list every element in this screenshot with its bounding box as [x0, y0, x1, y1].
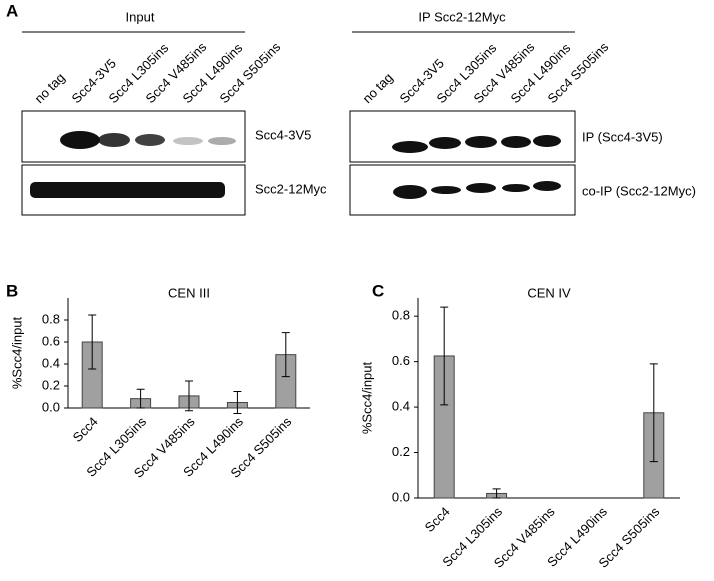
y-tick-label: 0.8: [42, 311, 60, 326]
band: [431, 186, 461, 194]
panel-label: A: [6, 1, 18, 20]
blot-frame: [21, 164, 246, 216]
band: [502, 184, 530, 192]
band: [393, 185, 427, 199]
blot-header: IP Scc2-12Myc: [418, 9, 506, 24]
lane-label: no tag: [32, 70, 68, 106]
y-tick-label: 0.6: [392, 353, 410, 368]
band: [466, 183, 496, 193]
y-tick-label: 0.6: [42, 333, 60, 348]
row-label: IP (Scc4-3V5): [582, 129, 663, 144]
row-label: Scc4-3V5: [255, 127, 311, 142]
y-axis-label: %Scc4/input: [359, 361, 374, 434]
y-tick-label: 0.4: [392, 399, 410, 414]
band: [173, 137, 203, 145]
band: [60, 131, 100, 149]
error-bar: [88, 314, 97, 370]
band: [30, 182, 225, 198]
error-bar: [281, 332, 290, 378]
error-bar: [440, 306, 449, 406]
band: [392, 141, 428, 153]
error-bar: [649, 363, 658, 463]
y-axis-label: %Scc4/input: [9, 316, 24, 389]
panel-label: B: [6, 281, 18, 300]
band: [208, 137, 236, 145]
row-label: co-IP (Scc2-12Myc): [582, 183, 696, 198]
blot-header: Input: [126, 9, 155, 24]
panel-label: C: [372, 281, 384, 300]
band: [533, 135, 561, 147]
band: [501, 136, 531, 148]
chart-title: CEN III: [168, 285, 210, 300]
y-tick-label: 0.4: [42, 355, 60, 370]
x-tick-label: Scc4: [70, 414, 101, 445]
x-tick-label: Scc4: [422, 504, 453, 535]
band: [465, 136, 497, 148]
y-tick-label: 0.0: [42, 399, 60, 414]
band: [135, 134, 165, 146]
y-tick-label: 0.8: [392, 308, 410, 323]
blot-frame: [349, 164, 576, 216]
band: [98, 133, 130, 147]
lane-label: no tag: [360, 70, 396, 106]
chart-title: CEN IV: [527, 285, 571, 300]
y-tick-label: 0.2: [42, 377, 60, 392]
y-tick-label: 0.0: [392, 489, 410, 504]
bands: [30, 131, 561, 199]
band: [429, 137, 461, 149]
error-bar: [136, 388, 145, 409]
error-bar: [185, 380, 193, 412]
blot-frame: [349, 110, 576, 163]
blot-frame: [21, 110, 246, 163]
blot-frames: [21, 110, 576, 216]
error-bar: [492, 488, 501, 499]
error-bar: [233, 391, 242, 414]
y-tick-label: 0.2: [392, 444, 410, 459]
row-label: Scc2-12Myc: [255, 181, 327, 196]
band: [533, 181, 561, 191]
